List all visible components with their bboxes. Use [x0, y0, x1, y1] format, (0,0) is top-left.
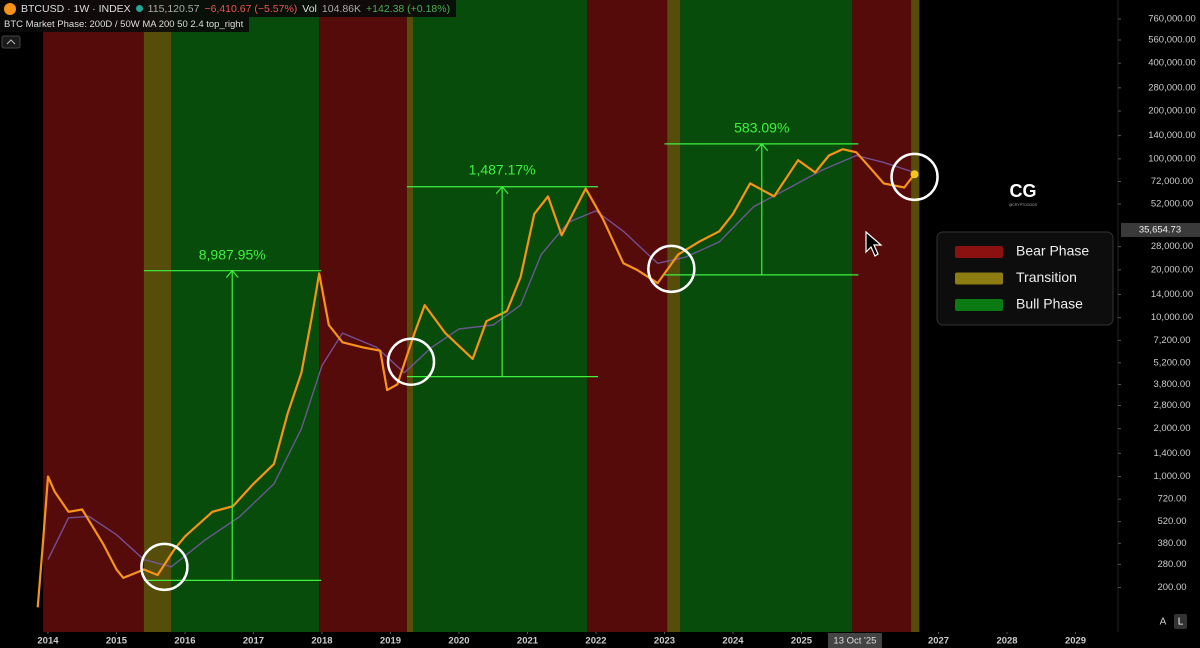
- x-tick-label: 2023: [654, 636, 675, 647]
- x-tick-label: 2018: [311, 636, 332, 647]
- x-tick-label: 2027: [928, 636, 949, 647]
- logo-handle: @CRYPTOGODS: [1009, 203, 1038, 207]
- logo-mark: CG: [1010, 181, 1037, 201]
- phase-band: [171, 0, 320, 632]
- phase-band: [680, 0, 853, 632]
- price-label: 35,654.73: [1139, 224, 1181, 235]
- y-tick-label: 3,800.00: [1154, 379, 1191, 390]
- y-tick-label: 1,400.00: [1154, 448, 1191, 459]
- y-tick-label: 200.00: [1157, 582, 1186, 593]
- phase-band: [406, 0, 414, 632]
- y-tick-label: 720.00: [1157, 494, 1186, 505]
- symbol-bar: BTCUSD · 1W · INDEX 115,120.57 −6,410.67…: [0, 0, 457, 17]
- legend-label: Transition: [1016, 269, 1077, 285]
- crosshair-label-box: [827, 633, 882, 648]
- legend-label: Bull Phase: [1016, 296, 1083, 312]
- auto-scale-button[interactable]: A: [1160, 617, 1167, 628]
- crosshair-label: 13 Oct '25: [833, 636, 876, 647]
- phase-band: [319, 0, 407, 632]
- x-tick-label: 2029: [1065, 636, 1086, 647]
- moving-average-line: [47, 154, 915, 568]
- y-tick-label: 2,000.00: [1154, 423, 1191, 434]
- volume-change: +142.38 (+0.18%): [366, 2, 451, 15]
- x-tick-label: 2022: [585, 636, 606, 647]
- measure-label: 1,487.17%: [469, 162, 536, 178]
- volume-label: Vol: [302, 2, 317, 15]
- legend-label: Bear Phase: [1016, 243, 1089, 259]
- x-tick-label: 2028: [996, 636, 1017, 647]
- symbol: BTCUSD · 1W · INDEX: [21, 2, 131, 15]
- measure-label: 8,987.95%: [199, 247, 266, 263]
- x-tick-label: 2020: [448, 636, 469, 647]
- volume: 104.86K: [321, 2, 362, 15]
- highlight-circle: [647, 244, 696, 294]
- phase-band: [667, 0, 681, 632]
- status-dot: [135, 5, 143, 12]
- x-tick-label: 2017: [243, 636, 264, 647]
- highlight-circle: [140, 542, 189, 592]
- arrow-head: [495, 185, 509, 195]
- price-axis: [1118, 0, 1200, 648]
- log-scale-button[interactable]: L: [1178, 617, 1184, 628]
- y-tick-label: 1,000.00: [1154, 471, 1191, 482]
- y-tick-label: 140,000.00: [1148, 130, 1196, 141]
- price-label-box: [1121, 222, 1200, 237]
- x-tick-label: 2019: [380, 636, 401, 647]
- phase-band: [587, 0, 668, 632]
- price-change: −6,410.67 (−5.57%): [204, 2, 298, 15]
- x-tick-label: 2014: [37, 636, 59, 647]
- indicator-name: BTC Market Phase: 200D / 50W MA 200 50 2…: [4, 19, 244, 30]
- legend-swatch: [955, 299, 1003, 311]
- x-tick-label: 2016: [174, 636, 195, 647]
- y-tick-label: 72,000.00: [1151, 176, 1193, 187]
- highlight-circle: [890, 152, 939, 202]
- x-tick-label: 2021: [517, 636, 539, 647]
- y-tick-label: 28,000.00: [1151, 241, 1193, 252]
- y-tick-label: 20,000.00: [1151, 264, 1193, 275]
- collapse-icon: [6, 39, 16, 45]
- x-tick-label: 2024: [722, 636, 744, 647]
- y-tick-label: 52,000.00: [1151, 198, 1193, 209]
- mouse-cursor: [865, 230, 883, 257]
- y-tick-label: 280.00: [1157, 559, 1186, 570]
- y-tick-label: 760,000.00: [1148, 13, 1196, 24]
- y-tick-label: 10,000.00: [1151, 312, 1193, 323]
- y-tick-label: 7,200.00: [1154, 335, 1191, 346]
- y-tick-label: 520.00: [1157, 516, 1186, 527]
- price: 115,120.57: [147, 2, 200, 15]
- y-tick-label: 380.00: [1157, 538, 1186, 549]
- phase-band: [911, 0, 920, 632]
- y-tick-label: 5,200.00: [1154, 357, 1191, 368]
- symbol-icon: [4, 2, 16, 15]
- legend-swatch: [955, 246, 1003, 258]
- y-tick-label: 14,000.00: [1151, 289, 1193, 300]
- time-axis: [0, 632, 1200, 648]
- phase-band: [413, 0, 588, 632]
- x-tick-label: 2015: [106, 636, 128, 647]
- arrow-head: [755, 142, 769, 152]
- x-tick-label: 2025: [791, 636, 813, 647]
- collapse-button[interactable]: [1, 35, 21, 49]
- current-marker: [910, 170, 919, 179]
- phase-band: [852, 0, 912, 632]
- legend-swatch: [955, 272, 1003, 285]
- arrow-head: [225, 269, 239, 279]
- y-tick-label: 2,800.00: [1154, 400, 1191, 411]
- log-scale-box[interactable]: [1174, 614, 1187, 629]
- y-tick-label: 100,000.00: [1148, 153, 1196, 164]
- measure-label: 583.09%: [734, 119, 789, 135]
- highlight-circle: [386, 337, 436, 386]
- y-tick-label: 400,000.00: [1148, 58, 1196, 69]
- indicator-bar: BTC Market Phase: 200D / 50W MA 200 50 2…: [0, 17, 250, 32]
- y-tick-label: 280,000.00: [1148, 82, 1196, 93]
- y-tick-label: 560,000.00: [1148, 35, 1196, 46]
- phase-band: [143, 0, 172, 632]
- y-tick-label: 200,000.00: [1148, 106, 1196, 117]
- price-line: [36, 148, 916, 608]
